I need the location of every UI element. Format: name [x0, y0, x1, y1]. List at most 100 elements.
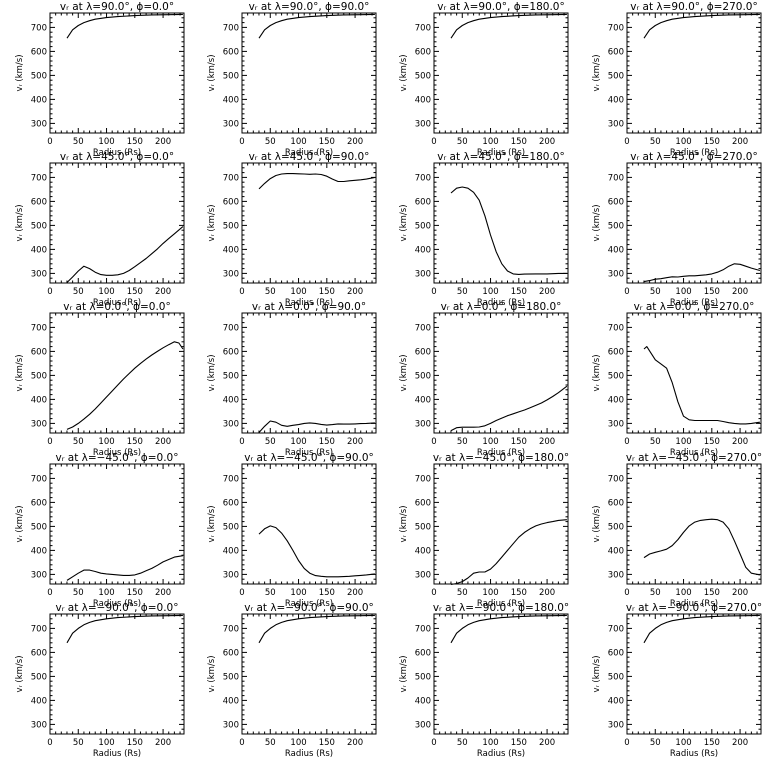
x-axis-label: Radius (Rs) [477, 298, 525, 308]
y-tick-label: 500 [31, 522, 47, 532]
x-tick-label: 100 [290, 588, 306, 598]
x-tick-label: 50 [650, 588, 661, 598]
x-tick-label: 50 [650, 738, 661, 748]
plot-frame [626, 312, 762, 434]
series-line [258, 614, 375, 644]
subplot-title: vᵣ at λ=0.0°, ϕ=270.0° [634, 301, 755, 313]
y-axis-label: vᵣ (km/s) [207, 655, 217, 692]
x-tick-label: 200 [732, 738, 748, 748]
subplot-title: vᵣ at λ=−45.0°, ϕ=90.0° [244, 452, 374, 464]
series-line [258, 173, 376, 190]
y-tick-label: 700 [415, 624, 431, 634]
x-tick-label: 50 [457, 137, 468, 147]
series-line [450, 519, 567, 586]
x-tick-label: 150 [704, 437, 720, 447]
x-tick-label: 50 [650, 287, 661, 297]
y-axis-label: vᵣ (km/s) [207, 505, 217, 542]
x-tick-label: 100 [98, 437, 114, 447]
plot-frame [241, 12, 377, 134]
series-line [66, 341, 184, 430]
plot-frame [49, 162, 185, 284]
x-axis-label: Radius (Rs) [285, 599, 333, 609]
x-tick-label: 0 [431, 588, 436, 598]
plot-frame [626, 613, 762, 735]
y-tick-label: 500 [223, 371, 239, 381]
y-tick-label: 400 [608, 95, 624, 105]
x-tick-label: 100 [675, 437, 691, 447]
x-tick-label: 150 [127, 738, 143, 748]
x-tick-label: 0 [47, 137, 52, 147]
x-tick-label: 0 [239, 588, 244, 598]
subplot-title: vᵣ at λ=−90.0°, ϕ=90.0° [244, 602, 374, 614]
y-tick-label: 600 [31, 648, 47, 658]
subplot-15: vᵣ at λ=−45.0°, ϕ=270.0° 0 50 100 150 200 300 4… [592, 452, 762, 609]
x-tick-label: 50 [73, 287, 84, 297]
x-tick-label: 150 [511, 738, 527, 748]
y-tick-label: 500 [223, 71, 239, 81]
x-axis-label: Radius (Rs) [285, 298, 333, 308]
y-tick-label: 300 [415, 419, 431, 429]
y-tick-label: 700 [608, 474, 624, 484]
x-tick-label: 50 [73, 137, 84, 147]
x-tick-label: 50 [650, 437, 661, 447]
y-axis-label: vᵣ (km/s) [592, 204, 602, 241]
subplot-title: vᵣ at λ=−90.0°, ϕ=0.0° [56, 602, 179, 614]
x-tick-label: 200 [732, 437, 748, 447]
subplot-title: vᵣ at λ=−45.0°, ϕ=270.0° [626, 452, 762, 464]
y-tick-label: 700 [608, 23, 624, 33]
x-tick-label: 200 [155, 588, 171, 598]
y-tick-label: 300 [608, 269, 624, 279]
y-tick-label: 600 [415, 47, 431, 57]
x-tick-label: 200 [155, 738, 171, 748]
y-tick-label: 700 [223, 624, 239, 634]
subplot-5: vᵣ at λ=45.0°, ϕ=90.0° 0 50 100 150 200 300 400… [207, 151, 377, 308]
x-axis-label: Radius (Rs) [93, 148, 141, 158]
y-tick-label: 700 [31, 23, 47, 33]
y-tick-label: 600 [608, 648, 624, 658]
x-tick-label: 150 [319, 137, 335, 147]
y-tick-label: 300 [31, 269, 47, 279]
x-axis-label: Radius (Rs) [670, 298, 718, 308]
x-tick-label: 100 [675, 287, 691, 297]
x-tick-label: 200 [539, 437, 555, 447]
series-line [450, 186, 567, 275]
y-tick-label: 600 [31, 347, 47, 357]
x-tick-label: 50 [457, 287, 468, 297]
series-line [643, 263, 761, 283]
y-axis-label: vᵣ (km/s) [592, 354, 602, 391]
x-tick-label: 200 [539, 287, 555, 297]
y-tick-label: 500 [608, 672, 624, 682]
x-axis-label: Radius (Rs) [477, 448, 525, 458]
y-tick-label: 400 [31, 696, 47, 706]
y-tick-label: 700 [608, 173, 624, 183]
subplot-title: vᵣ at λ=45.0°, ϕ=90.0° [249, 151, 370, 163]
x-tick-label: 200 [732, 137, 748, 147]
subplot-1: vᵣ at λ=90.0°, ϕ=90.0° 0 50 100 150 200 300 400… [207, 1, 377, 158]
y-tick-label: 300 [223, 570, 239, 580]
plot-frame [49, 613, 185, 735]
y-tick-label: 300 [608, 119, 624, 129]
x-tick-label: 0 [239, 287, 244, 297]
x-tick-label: 200 [347, 287, 363, 297]
y-tick-label: 400 [608, 546, 624, 556]
y-axis-label: vᵣ (km/s) [592, 655, 602, 692]
x-tick-label: 150 [127, 287, 143, 297]
y-tick-label: 300 [415, 720, 431, 730]
y-tick-label: 400 [415, 395, 431, 405]
x-tick-label: 100 [290, 738, 306, 748]
x-tick-label: 200 [155, 137, 171, 147]
x-tick-label: 50 [457, 588, 468, 598]
x-tick-label: 150 [511, 437, 527, 447]
y-tick-label: 500 [223, 672, 239, 682]
x-axis-label: Radius (Rs) [285, 749, 333, 759]
y-tick-label: 400 [31, 245, 47, 255]
x-axis-label: Radius (Rs) [93, 599, 141, 609]
subplot-11: vᵣ at λ=0.0°, ϕ=270.0° 0 50 100 150 200 300 400… [592, 301, 762, 458]
x-tick-label: 0 [239, 137, 244, 147]
plot-frame [626, 162, 762, 284]
x-tick-label: 150 [704, 137, 720, 147]
y-tick-label: 600 [223, 197, 239, 207]
x-tick-label: 100 [482, 287, 498, 297]
subplot-16: vᵣ at λ=−90.0°, ϕ=0.0° 0 50 100 150 200 300 400… [15, 602, 185, 759]
